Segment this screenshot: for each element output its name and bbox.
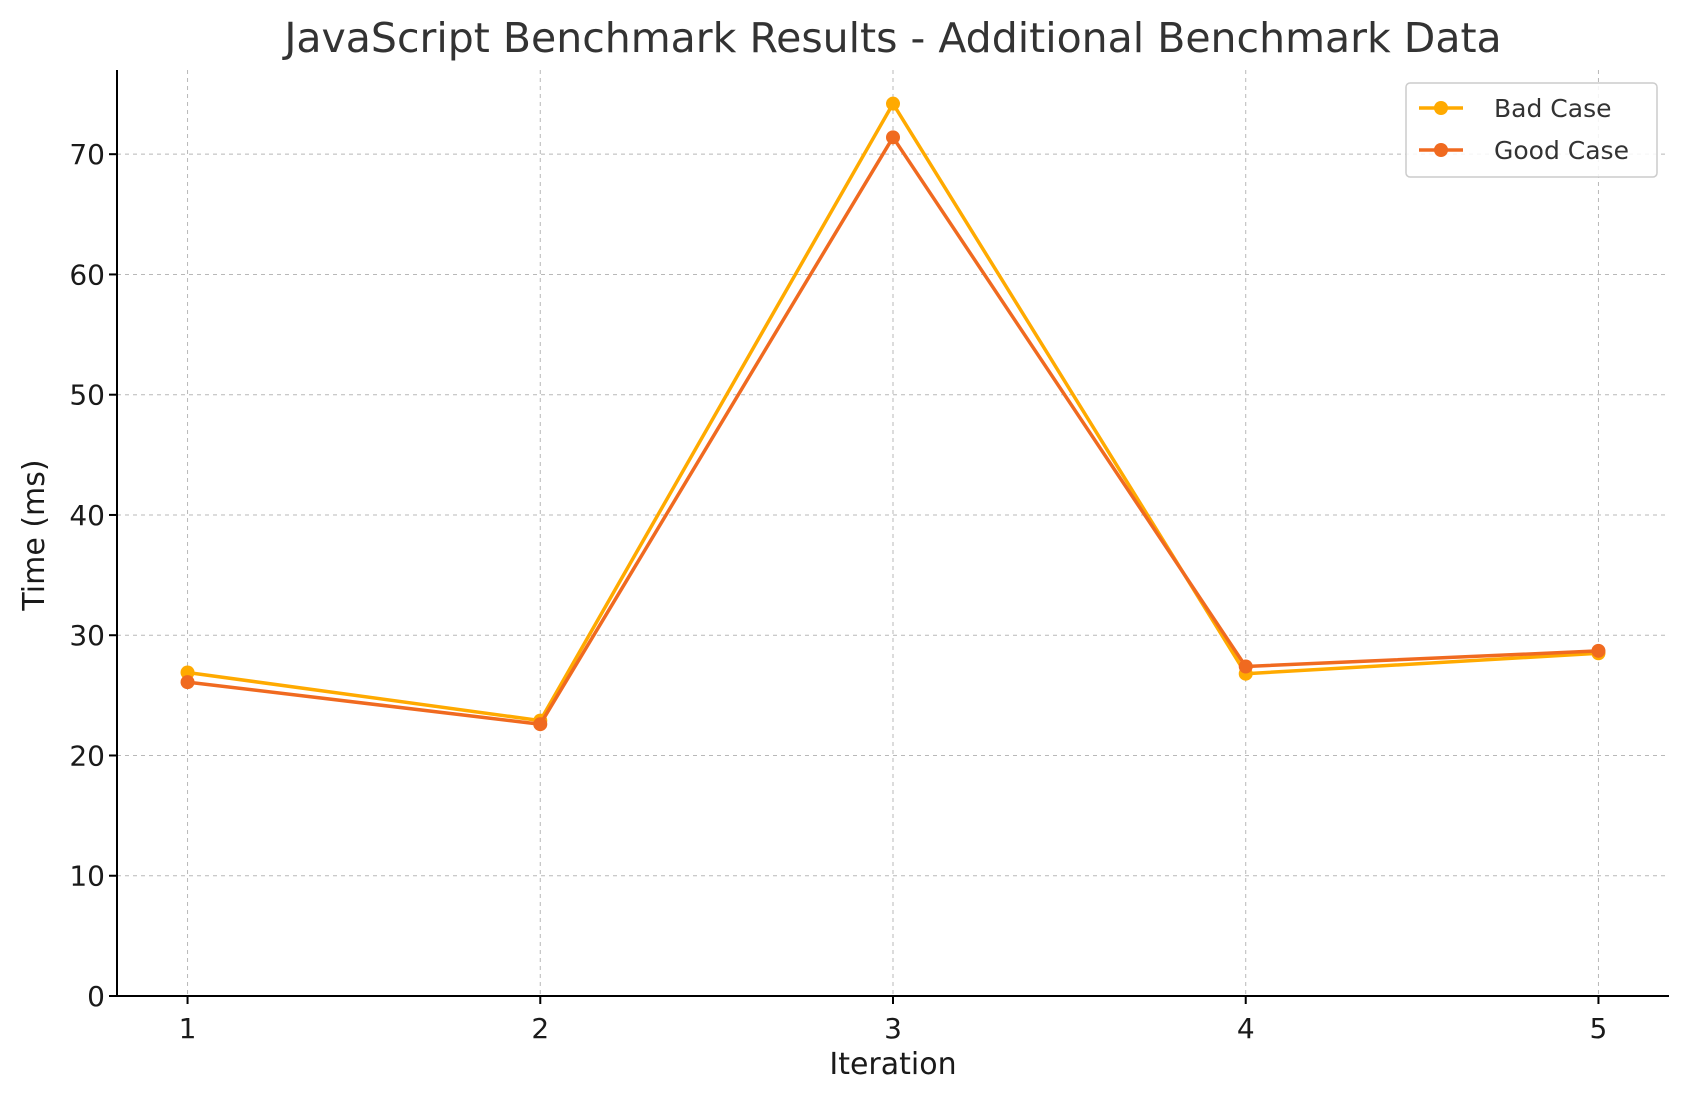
data-point — [533, 717, 548, 732]
legend-swatch-marker — [1434, 143, 1448, 157]
data-point — [1591, 643, 1606, 658]
y-tick-label: 10 — [69, 860, 105, 893]
y-axis-label: Time (ms) — [17, 459, 52, 611]
grid-lines — [117, 70, 1669, 996]
legend-label: Bad Case — [1494, 94, 1611, 123]
legend-swatch-marker — [1434, 101, 1448, 115]
x-tick-label: 1 — [179, 1012, 197, 1045]
data-point — [180, 675, 195, 690]
data-point — [886, 96, 900, 111]
legend: Bad Case Good Case — [1405, 82, 1658, 178]
x-tick-label: 4 — [1237, 1012, 1255, 1045]
y-tick-label: 0 — [87, 980, 105, 1013]
x-tick-label: 2 — [531, 1012, 549, 1045]
y-tick-label: 70 — [69, 138, 105, 171]
legend-item: Good Case — [1419, 136, 1629, 165]
series-good-case — [180, 130, 1606, 732]
y-tick-label: 50 — [69, 379, 105, 412]
data-point — [180, 665, 195, 680]
x-axis-ticks: 1 2 3 4 5 — [179, 996, 1608, 1045]
y-tick-label: 60 — [69, 258, 105, 291]
chart-title: JavaScript Benchmark Results - Additiona… — [281, 14, 1501, 62]
legend-item: Bad Case — [1419, 94, 1611, 123]
data-point — [886, 130, 900, 145]
legend-label: Good Case — [1494, 136, 1629, 165]
x-tick-label: 3 — [884, 1012, 902, 1045]
y-tick-label: 30 — [69, 619, 105, 652]
y-tick-label: 20 — [69, 739, 105, 772]
x-axis-label: Iteration — [829, 1047, 956, 1082]
data-point — [1238, 659, 1253, 674]
series-line — [185, 101, 1601, 723]
legend-box — [1405, 82, 1658, 178]
x-tick-label: 5 — [1590, 1012, 1608, 1045]
y-axis-ticks: 0 10 20 30 40 50 60 70 — [69, 138, 117, 1013]
data-series — [180, 96, 1606, 732]
y-tick-label: 40 — [69, 499, 105, 532]
